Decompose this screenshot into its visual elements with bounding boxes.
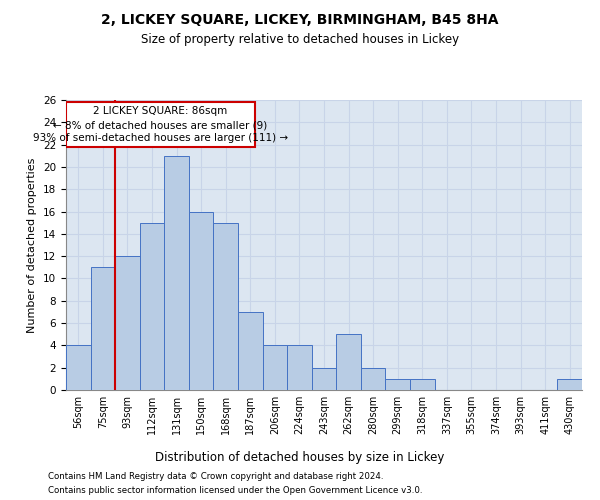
Bar <box>189 212 214 390</box>
Bar <box>361 368 385 390</box>
Text: Distribution of detached houses by size in Lickey: Distribution of detached houses by size … <box>155 451 445 464</box>
Text: 93% of semi-detached houses are larger (111) →: 93% of semi-detached houses are larger (… <box>33 134 288 143</box>
Bar <box>66 346 91 390</box>
Bar <box>385 379 410 390</box>
FancyBboxPatch shape <box>66 102 255 147</box>
Bar <box>115 256 140 390</box>
Text: 2, LICKEY SQUARE, LICKEY, BIRMINGHAM, B45 8HA: 2, LICKEY SQUARE, LICKEY, BIRMINGHAM, B4… <box>101 12 499 26</box>
Bar <box>557 379 582 390</box>
Bar <box>214 222 238 390</box>
Bar <box>312 368 336 390</box>
Bar <box>164 156 189 390</box>
Bar <box>263 346 287 390</box>
Text: Contains HM Land Registry data © Crown copyright and database right 2024.: Contains HM Land Registry data © Crown c… <box>48 472 383 481</box>
Text: Size of property relative to detached houses in Lickey: Size of property relative to detached ho… <box>141 32 459 46</box>
Bar <box>287 346 312 390</box>
Text: ← 8% of detached houses are smaller (9): ← 8% of detached houses are smaller (9) <box>53 120 268 130</box>
Y-axis label: Number of detached properties: Number of detached properties <box>28 158 37 332</box>
Bar <box>91 268 115 390</box>
Bar <box>238 312 263 390</box>
Bar <box>410 379 434 390</box>
Text: Contains public sector information licensed under the Open Government Licence v3: Contains public sector information licen… <box>48 486 422 495</box>
Text: 2 LICKEY SQUARE: 86sqm: 2 LICKEY SQUARE: 86sqm <box>94 106 228 116</box>
Bar <box>336 334 361 390</box>
Bar <box>140 222 164 390</box>
